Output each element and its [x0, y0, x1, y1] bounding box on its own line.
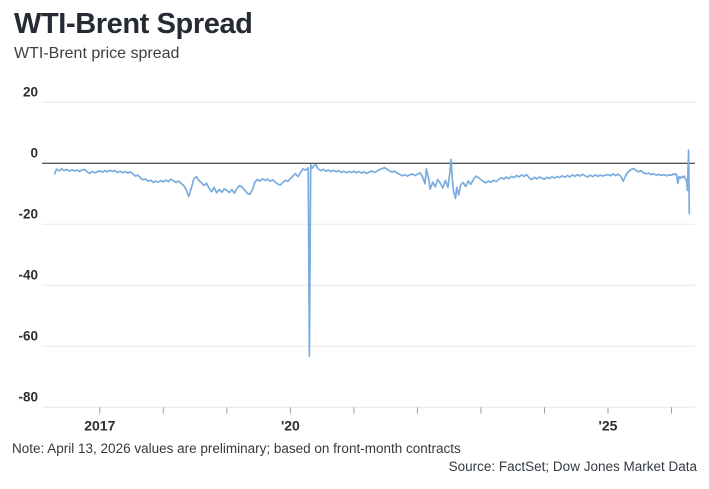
x-tick-label: 2017: [84, 417, 115, 433]
y-tick-label: -60: [18, 328, 38, 343]
chart-note: Note: April 13, 2026 values are prelimin…: [12, 441, 461, 456]
x-tick-label: '25: [599, 417, 618, 433]
y-tick-label: -40: [18, 267, 38, 282]
chart-subtitle: WTI-Brent price spread: [14, 45, 180, 63]
spread-series-line: [53, 149, 691, 357]
y-tick-label: 0: [30, 145, 38, 160]
y-tick-label: -20: [18, 206, 38, 221]
y-tick-label: -80: [18, 389, 38, 404]
chart-source: Source: FactSet; Dow Jones Market Data: [448, 459, 697, 474]
chart-header: WTI-Brent Spread WTI-Brent price spread: [14, 8, 253, 63]
y-tick-label: 20: [23, 84, 38, 99]
page-title: WTI-Brent Spread: [14, 8, 253, 40]
x-tick-label: '20: [281, 417, 300, 433]
